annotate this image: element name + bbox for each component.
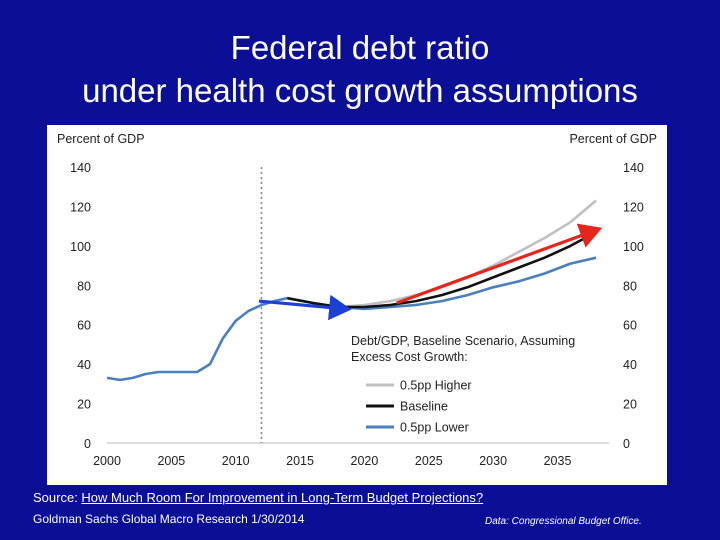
credit-line: Goldman Sachs Global Macro Research 1/30… <box>33 512 305 526</box>
source-link[interactable]: How Much Room For Improvement in Long-Te… <box>81 490 484 505</box>
source-line: Source: How Much Room For Improvement in… <box>33 490 483 505</box>
y-tick-label-right: 60 <box>623 319 637 333</box>
title-line-1: Federal debt ratio <box>230 29 490 66</box>
red-arrow <box>396 223 603 305</box>
y-tick-label-left: 60 <box>77 319 91 333</box>
legend-title-line-2: Excess Cost Growth: <box>351 350 468 364</box>
series-line-historical <box>106 296 288 382</box>
x-tick-label: 2005 <box>157 454 185 468</box>
chart-panel: 0 0 20 20 40 40 60 60 80 80 100 100 120 120 140 140 2000… <box>47 125 667 485</box>
legend-label-higher: 0.5pp Higher <box>400 379 472 393</box>
blue-arrow <box>258 294 352 321</box>
y-tick-label-right: 120 <box>623 200 644 214</box>
y-tick-label-right: 80 <box>623 279 637 293</box>
y-tick-label-left: 20 <box>77 398 91 412</box>
series-line-baseline <box>286 230 597 309</box>
series-line-lower <box>286 256 597 311</box>
y-tick-label-left: 140 <box>70 161 91 175</box>
y-tick-label-left: 120 <box>70 200 91 214</box>
y-axis-label-left: Percent of GDP <box>57 132 145 146</box>
x-tick-label: 2020 <box>351 454 379 468</box>
y-tick-label-left: 80 <box>77 279 91 293</box>
x-tick-label: 2025 <box>415 454 443 468</box>
y-tick-label-left: 100 <box>70 240 91 254</box>
title-line-2: under health cost growth assumptions <box>82 72 638 109</box>
y-tick-label-right: 100 <box>623 240 644 254</box>
x-tick-label: 2030 <box>479 454 507 468</box>
x-tick-label: 2010 <box>222 454 250 468</box>
y-tick-label-right: 0 <box>623 437 630 451</box>
y-tick-label-right: 140 <box>623 161 644 175</box>
y-tick-label-left: 0 <box>84 437 91 451</box>
y-axis-label-right: Percent of GDP <box>569 132 657 146</box>
x-tick-label: 2035 <box>544 454 572 468</box>
y-tick-label-right: 40 <box>623 358 637 372</box>
x-tick-label: 2000 <box>93 454 121 468</box>
y-tick-label-right: 20 <box>623 398 637 412</box>
y-tick-label-left: 40 <box>77 358 91 372</box>
legend-label-baseline: Baseline <box>400 400 448 414</box>
series-line-higher <box>286 199 597 309</box>
source-prefix: Source: <box>33 490 82 505</box>
slide-title: Federal debt ratio under health cost gro… <box>0 26 720 112</box>
legend-title-line-1: Debt/GDP, Baseline Scenario, Assuming <box>351 334 575 348</box>
legend-label-lower: 0.5pp Lower <box>400 421 469 435</box>
x-tick-label: 2015 <box>286 454 314 468</box>
data-note: Data: Congressional Budget Office. <box>485 516 642 527</box>
